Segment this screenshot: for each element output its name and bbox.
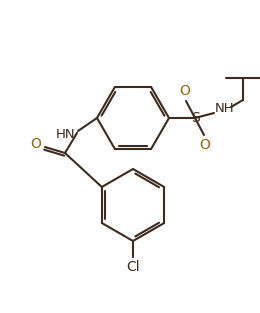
Text: HN: HN (56, 127, 76, 141)
Text: NH: NH (215, 102, 235, 115)
Text: O: O (180, 84, 190, 98)
Text: O: O (200, 138, 210, 152)
Text: S: S (191, 111, 199, 125)
Text: O: O (31, 137, 41, 151)
Text: Cl: Cl (126, 260, 140, 274)
